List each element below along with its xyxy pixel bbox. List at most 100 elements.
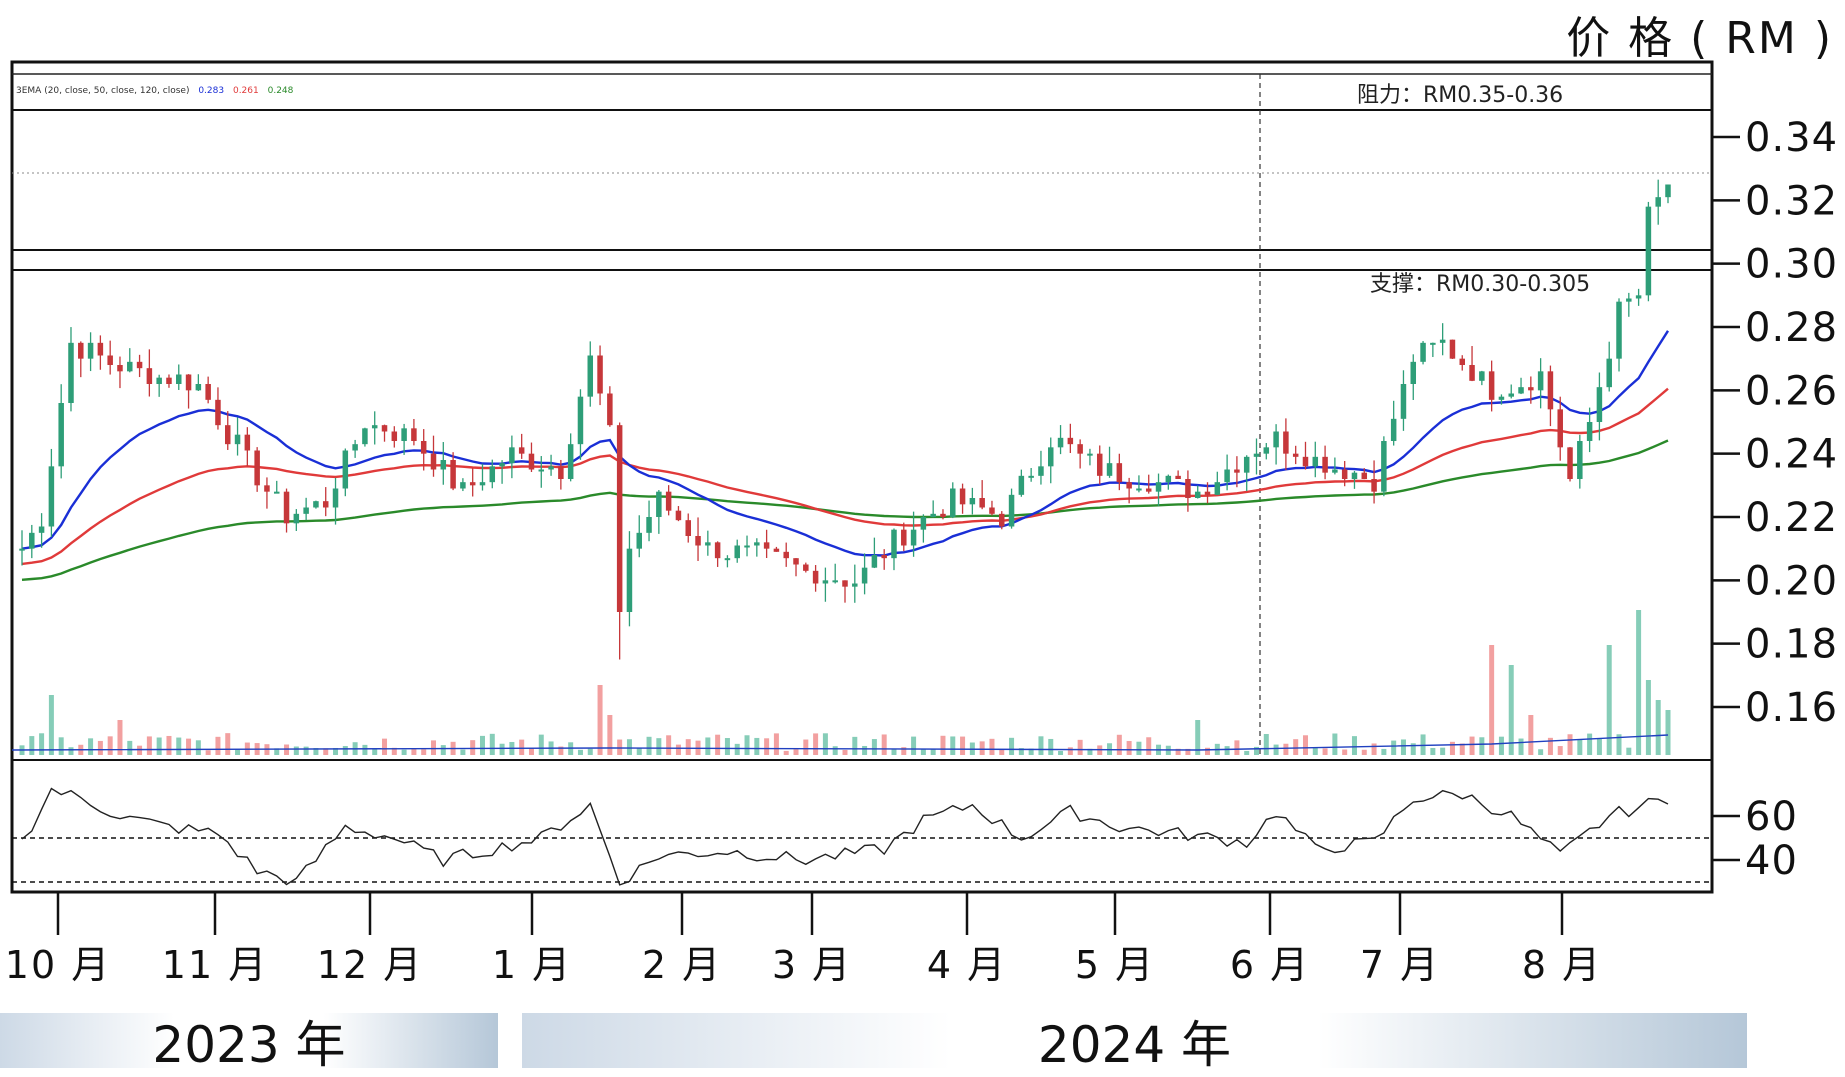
volume-bar [1087,748,1093,755]
price-tick-label: 0.34 [1745,115,1838,161]
candle-body [381,425,388,432]
candlesticks [19,179,1671,660]
candle-body [979,498,985,508]
candle-body [78,342,84,359]
candle-body [518,447,525,454]
volume-bar [1371,743,1377,755]
candle-body [469,482,476,486]
volume-bar [97,740,103,755]
candle-body [714,542,721,559]
volume-bar [39,733,45,755]
candle-body [509,447,515,464]
volume-bar [1351,736,1357,755]
volume-bar [1410,743,1416,755]
candle-body [783,551,789,559]
volume-bar [528,748,534,755]
candle-body [1214,482,1221,495]
volume-bar [783,750,789,755]
candle-body [1655,197,1661,207]
candle-body [969,498,976,505]
volume-bar [666,735,672,755]
volume-bar [313,748,319,755]
candle-body [1341,469,1348,479]
candle-body [1645,206,1652,296]
volume-bar [431,740,436,755]
candle-body [1498,396,1505,400]
volume-bar [1361,749,1367,755]
candle-body [273,491,280,494]
volume-bar [1587,733,1593,755]
volume-bar [1626,747,1632,755]
candle-body [1048,447,1054,467]
volume-bar [460,749,466,755]
price-tick-label: 0.16 [1745,685,1838,731]
candle-body [185,374,192,391]
candle-body [1008,494,1015,527]
candle-body [38,526,45,533]
volume-bar [107,736,113,755]
candle-body [1165,475,1172,483]
volume-bar [127,740,133,755]
volume-bar [1077,739,1083,755]
volume-bar [675,744,681,755]
ema-mid-value: 0.261 [233,86,259,96]
candle-body [734,545,740,559]
volume-bar [1312,747,1318,755]
candle-body [107,355,113,365]
volume-bar [881,734,887,755]
month-tick-label: 5 月 [1075,943,1155,987]
volume-bar [58,737,64,755]
candle-body [920,517,927,530]
candle-body [724,558,731,561]
candle-body [195,384,202,391]
volume-bar [215,736,221,755]
volume-bar [1469,736,1475,755]
candle-body [646,517,652,533]
candle-body [1243,456,1250,473]
candle-body [1508,393,1514,397]
ema-lines [21,330,1670,581]
volume-bar [1067,747,1073,755]
candle-body [616,425,623,612]
volume-bar [538,734,544,755]
volume-bar [489,733,495,755]
candle-body [342,450,349,489]
candle-body [1469,365,1475,381]
candle-body [1665,184,1671,198]
candle-body [293,513,300,524]
volume-bar [1538,749,1544,755]
volume-bar [499,743,505,755]
volume-bar [597,685,603,755]
volume-bar [940,735,946,755]
candle-body [264,485,270,492]
volume-bar [724,738,730,755]
volume-bar [685,739,691,755]
volume-bar [1400,739,1406,755]
candle-body [48,466,55,527]
volume-bar [274,748,280,755]
volume-bar [1273,744,1279,755]
price-tick-label: 0.20 [1745,558,1838,604]
candle-body [450,460,456,489]
candle-body [1312,456,1319,467]
month-tick-label: 4 月 [927,943,1007,987]
candle-body [215,399,221,426]
candle-body [1253,453,1260,457]
volume-bar [342,746,348,755]
candle-body [901,529,907,546]
candle-body [1635,295,1642,299]
volume-bar [29,736,35,755]
candle-body [891,529,897,559]
candle-body [254,450,260,486]
candle-body [303,507,309,514]
volume-bar [1381,748,1387,755]
volume-bar [1136,741,1142,755]
volume-bar [372,749,378,755]
candle-body [352,444,358,451]
volume-bar [832,746,838,755]
volume-bar [1254,746,1259,755]
candle-body [763,542,770,549]
candle-body [744,545,750,548]
candle-body [19,548,25,551]
